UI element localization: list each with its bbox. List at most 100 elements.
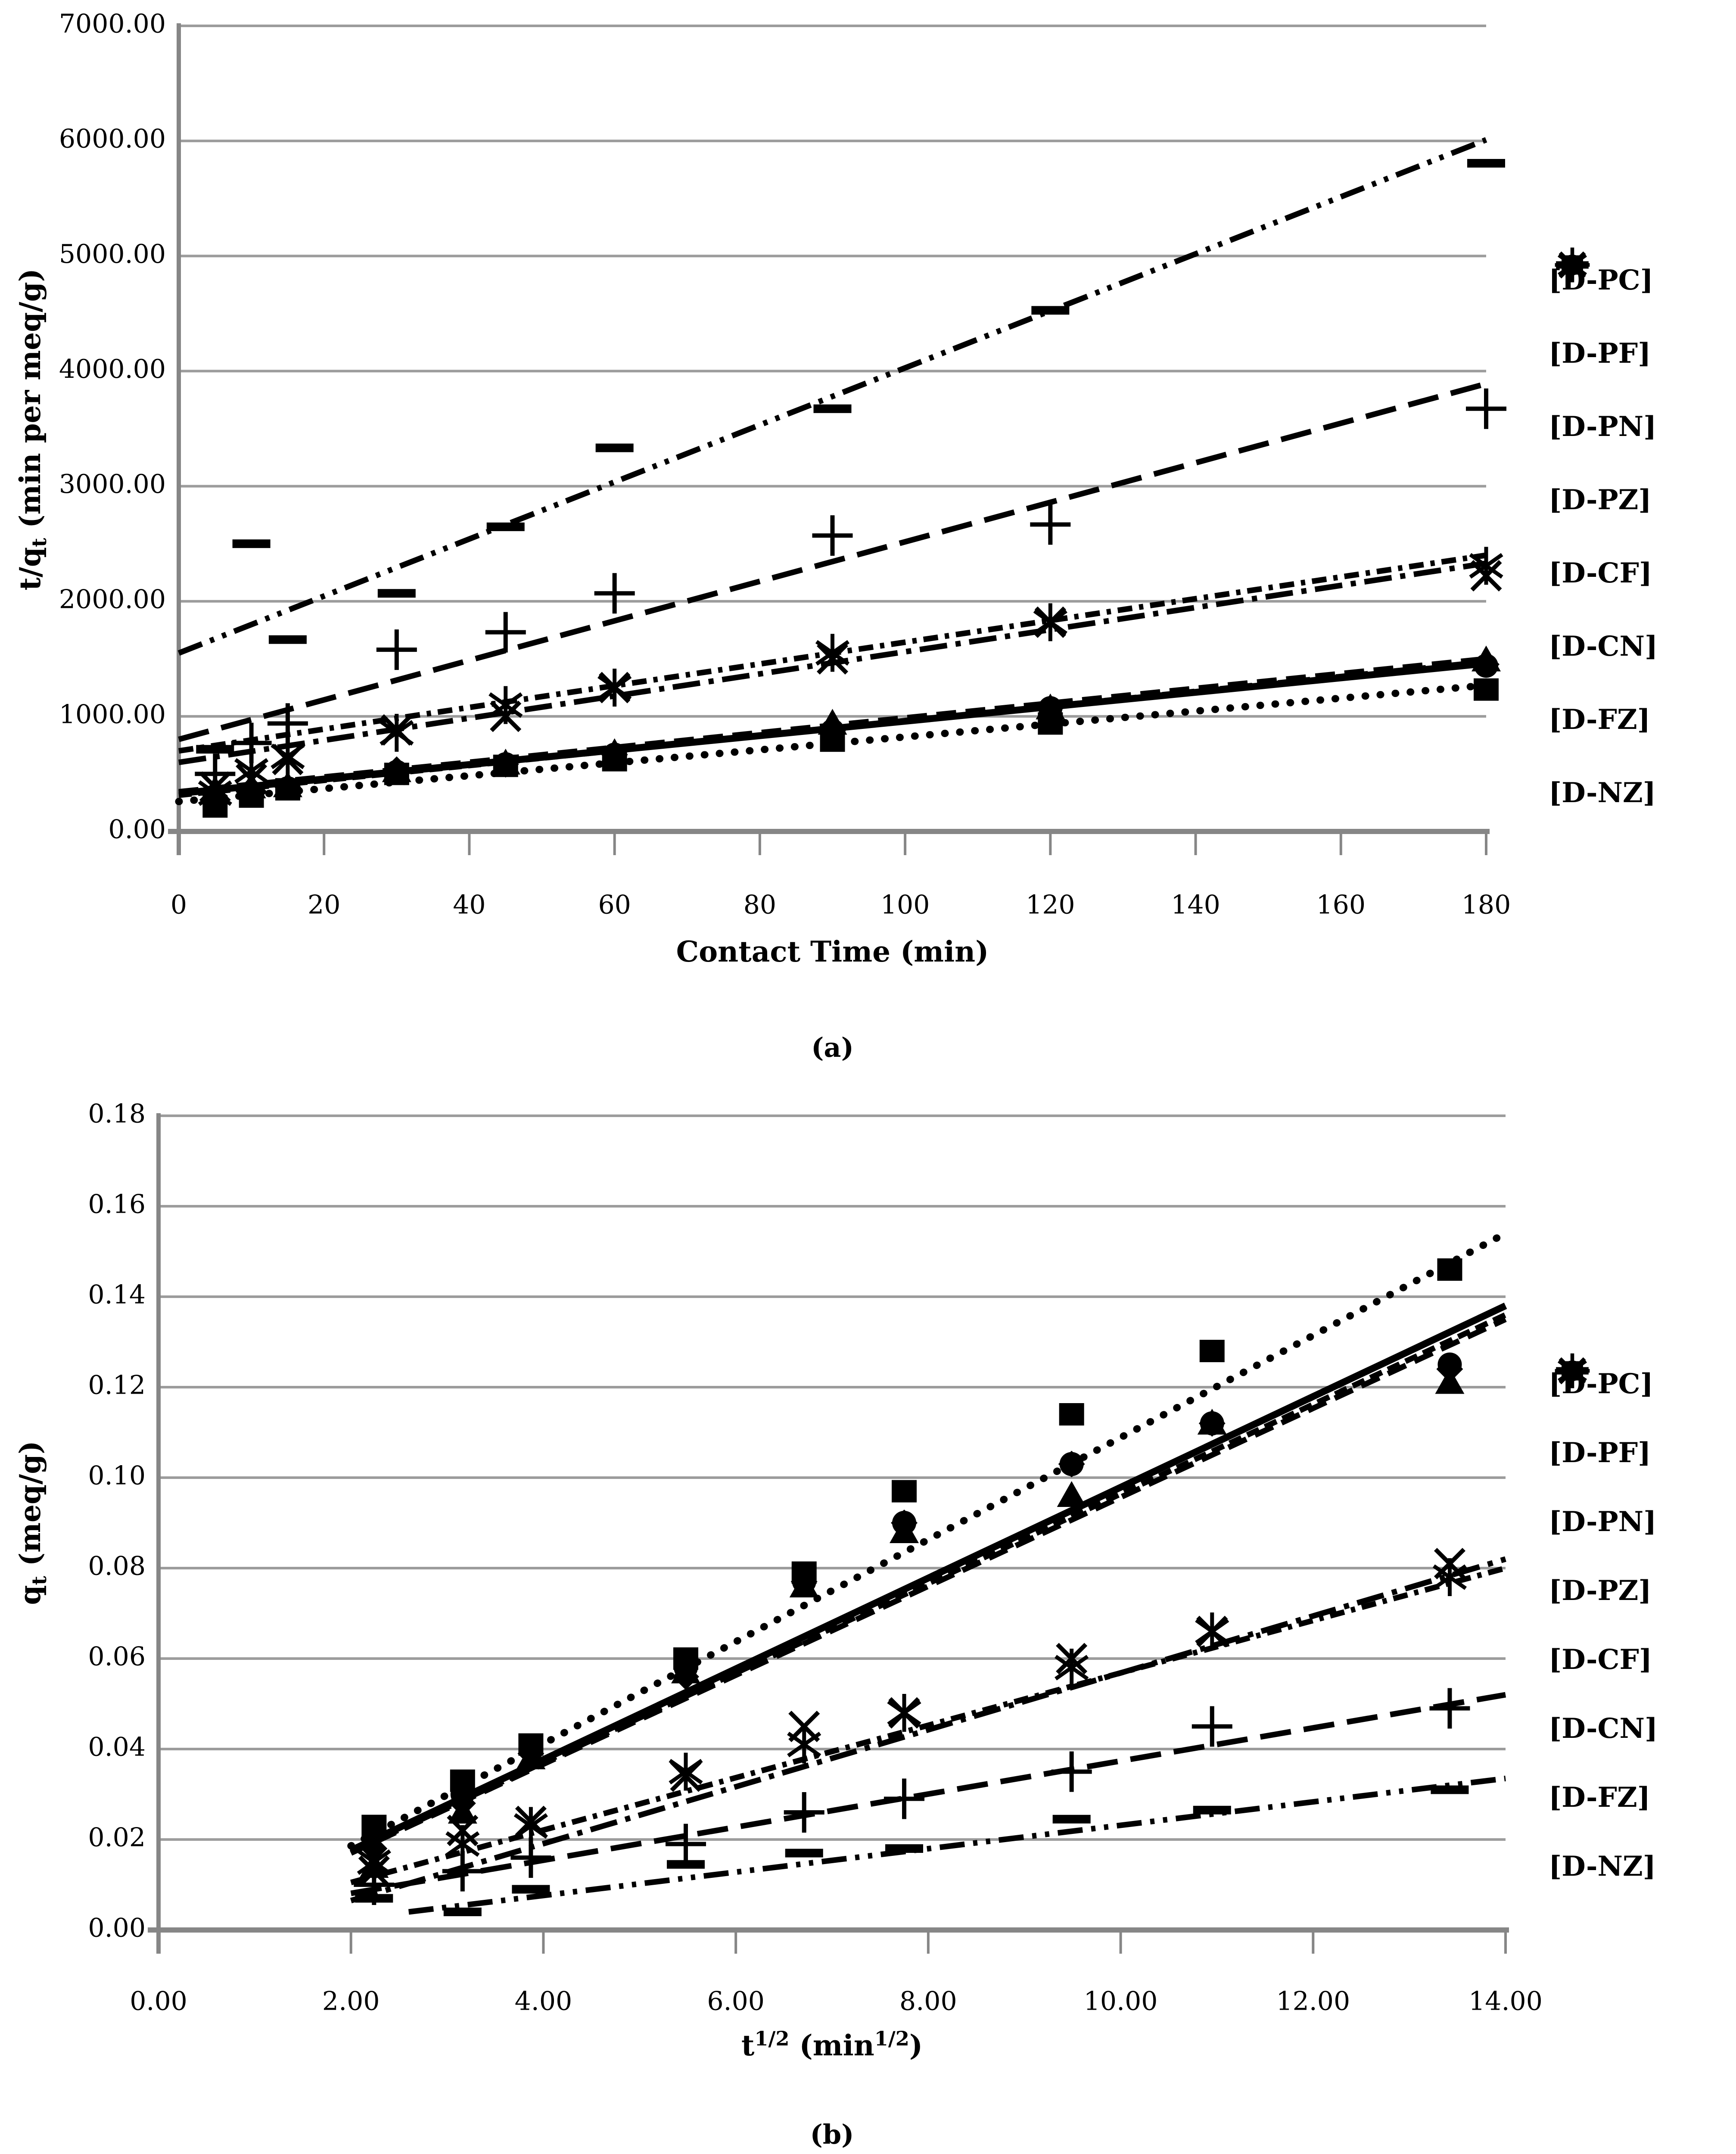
asterisk-marker-shape <box>787 1731 821 1758</box>
circle-marker-shape <box>1038 696 1063 720</box>
y-tick-label: 0.14 <box>88 1280 146 1310</box>
trendline-d-cn <box>178 381 1487 742</box>
y-tick-label: 0.12 <box>88 1370 146 1401</box>
marker-d-pc <box>602 742 627 767</box>
marker-d-fz <box>1195 1612 1229 1650</box>
legend-label: [D-CN] <box>1549 1712 1658 1745</box>
asterisk-marker-shape <box>380 720 414 746</box>
marker-d-nz <box>512 1885 550 1894</box>
circle-marker-shape <box>450 1782 475 1806</box>
circle-marker-shape <box>203 793 227 818</box>
marker-d-cn <box>485 612 526 653</box>
triangle-marker-shape <box>1057 1481 1086 1507</box>
trendline-d-cf <box>350 1556 1506 1903</box>
marker-d-pf <box>1059 1403 1084 1426</box>
asterisk-marker-shape <box>271 744 305 769</box>
circle-marker-shape <box>1474 654 1498 678</box>
asterisk-marker-shape <box>887 1700 921 1726</box>
y-tick-label: 2000.00 <box>59 584 166 614</box>
dash-marker-shape <box>595 443 634 452</box>
trendline-d-nz <box>177 137 1487 656</box>
marker-d-fz <box>380 714 414 752</box>
dash-legend-glyph <box>1556 261 1589 269</box>
circle-marker-shape <box>275 776 300 800</box>
marker-d-fz <box>1033 603 1067 641</box>
y-tick-label: 0.06 <box>88 1642 146 1672</box>
marker-d-nz <box>196 745 234 754</box>
panel-a-y-axis-title: t/qt (min per meq/g) <box>12 20 51 839</box>
dash-marker-shape <box>1556 1367 1589 1375</box>
marker-d-pf <box>1474 678 1499 701</box>
circle-marker-shape <box>1200 1411 1224 1435</box>
panel-b-x-axis-title: t1/2 (min1/2) <box>159 2027 1506 2066</box>
x-tick-label: 60 <box>598 890 631 920</box>
y-tick-label: 6000.00 <box>59 124 166 154</box>
y-tick-label: 0.16 <box>88 1189 146 1220</box>
x-tick-label: 120 <box>1026 890 1075 920</box>
dash-icon <box>1556 1367 1589 1375</box>
asterisk-marker-shape <box>234 758 269 784</box>
dash-marker-shape <box>1467 159 1505 168</box>
marker-d-pc <box>519 1737 543 1761</box>
marker-d-nz <box>486 522 525 531</box>
marker-d-nz <box>1431 1785 1469 1794</box>
dash-marker-shape <box>1431 1785 1469 1794</box>
legend-label: [D-CF] <box>1549 1643 1652 1676</box>
axis-title-segment: t <box>28 1576 51 1585</box>
marker-d-cn <box>665 1824 706 1865</box>
dash-marker-shape <box>785 1849 823 1858</box>
marker-d-pc <box>203 793 227 818</box>
asterisk-marker-shape <box>488 692 523 718</box>
marker-d-fz <box>488 686 523 724</box>
asterisk-marker-shape <box>597 675 632 700</box>
axis-title-segment: t <box>741 2029 755 2062</box>
legend-panel-b: [D-PC] [D-PF] [D-PN] [D-PZ] [D-CF] [D-CN] [D-F… <box>1549 1349 1658 1901</box>
dash-marker-shape <box>486 522 525 531</box>
circle-marker-shape <box>792 1569 816 1594</box>
dash-marker-shape <box>666 1860 705 1869</box>
dash-marker-shape <box>268 635 307 644</box>
marker-d-cn <box>1051 1751 1092 1792</box>
circle-marker-shape <box>493 752 518 776</box>
dash-marker-shape <box>885 1844 924 1853</box>
asterisk-marker-shape <box>1055 1655 1089 1681</box>
marker-d-fz <box>445 1825 480 1863</box>
marker-d-pc <box>673 1656 698 1680</box>
marker-d-pc <box>384 760 409 784</box>
x-tick-label: 0.00 <box>130 1986 187 2017</box>
marker-d-pc <box>820 719 845 743</box>
marker-d-pn <box>1435 1368 1465 1394</box>
square-marker-shape <box>892 1480 917 1503</box>
marker-d-pc <box>239 781 264 806</box>
marker-d-nz <box>666 1860 705 1869</box>
legend-item-d-cn: [D-CN] <box>1549 1353 1658 1763</box>
asterisk-marker-shape <box>1432 1564 1467 1590</box>
circle-marker-shape <box>602 742 627 767</box>
marker-d-pn <box>200 775 230 802</box>
marker-d-fz <box>1055 1649 1089 1687</box>
triangle-marker-shape <box>359 1852 389 1878</box>
legend-label: [D-CN] <box>1549 630 1658 663</box>
x-tick-label: 180 <box>1462 890 1511 920</box>
chart-panel-a: 0 20 40 60 80 100 120 140 160 180 0.00 1000.00 2000.… <box>59 9 1511 920</box>
trendline-d-pn <box>349 1317 1507 1856</box>
x-tick-label: 4.00 <box>515 1986 572 2017</box>
marker-d-fz <box>513 1807 548 1845</box>
marker-d-pn <box>1057 1481 1086 1507</box>
axis-title-segment: 1/2 <box>754 2027 790 2050</box>
legend-item-d-pn: [D-PN] <box>1549 1358 1658 1556</box>
marker-d-nz <box>813 404 852 413</box>
panel-b-y-axis-title: qt (meq/g) <box>12 1114 51 1932</box>
y-tick-label: 0.04 <box>88 1732 146 1762</box>
circle-marker-shape <box>519 1737 543 1761</box>
square-marker-shape <box>1199 1340 1225 1362</box>
marker-d-cn <box>1466 388 1506 429</box>
marker-d-cn <box>1192 1706 1232 1747</box>
marker-d-fz <box>815 634 850 672</box>
y-tick-label: 1000.00 <box>59 699 166 729</box>
legend-label: [D-PF] <box>1549 337 1651 370</box>
marker-d-pc <box>1200 1411 1224 1435</box>
y-tick-label: 5000.00 <box>59 239 166 269</box>
asterisk-marker-shape <box>815 640 850 666</box>
